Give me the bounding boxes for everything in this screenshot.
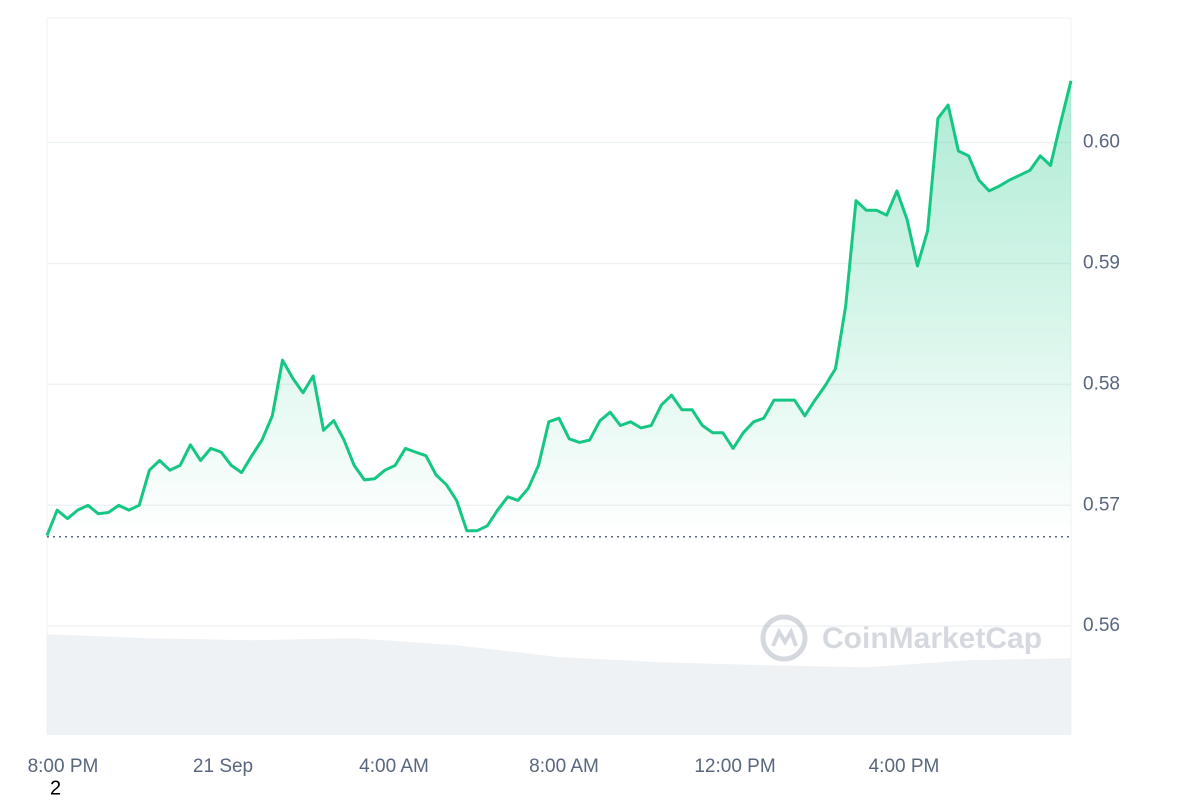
x-tick-label: 4:00 PM [869, 756, 940, 777]
volume-area [47, 634, 1071, 735]
watermark-text: CoinMarketCap [822, 622, 1042, 655]
annotation: 2 [50, 777, 61, 799]
y-tick-label: 0.57 [1083, 494, 1120, 515]
price-area [47, 80, 1071, 537]
y-tick-label: 0.60 [1083, 132, 1120, 153]
x-tick-label: 8:00 PM [28, 756, 99, 777]
x-tick-label: 8:00 AM [529, 756, 599, 777]
y-tick-label: 0.56 [1083, 615, 1120, 636]
x-tick-label: 12:00 PM [694, 756, 775, 777]
x-tick-label: 4:00 AM [359, 756, 429, 777]
y-tick-label: 0.58 [1083, 373, 1120, 394]
price-line [45, 80, 1073, 537]
watermark: CoinMarketCap [760, 614, 1042, 662]
y-tick-label: 0.59 [1083, 252, 1120, 273]
watermark-logo [760, 614, 808, 662]
watermark-logo-mark [771, 627, 798, 647]
x-tick-label: 21 Sep [193, 756, 253, 777]
